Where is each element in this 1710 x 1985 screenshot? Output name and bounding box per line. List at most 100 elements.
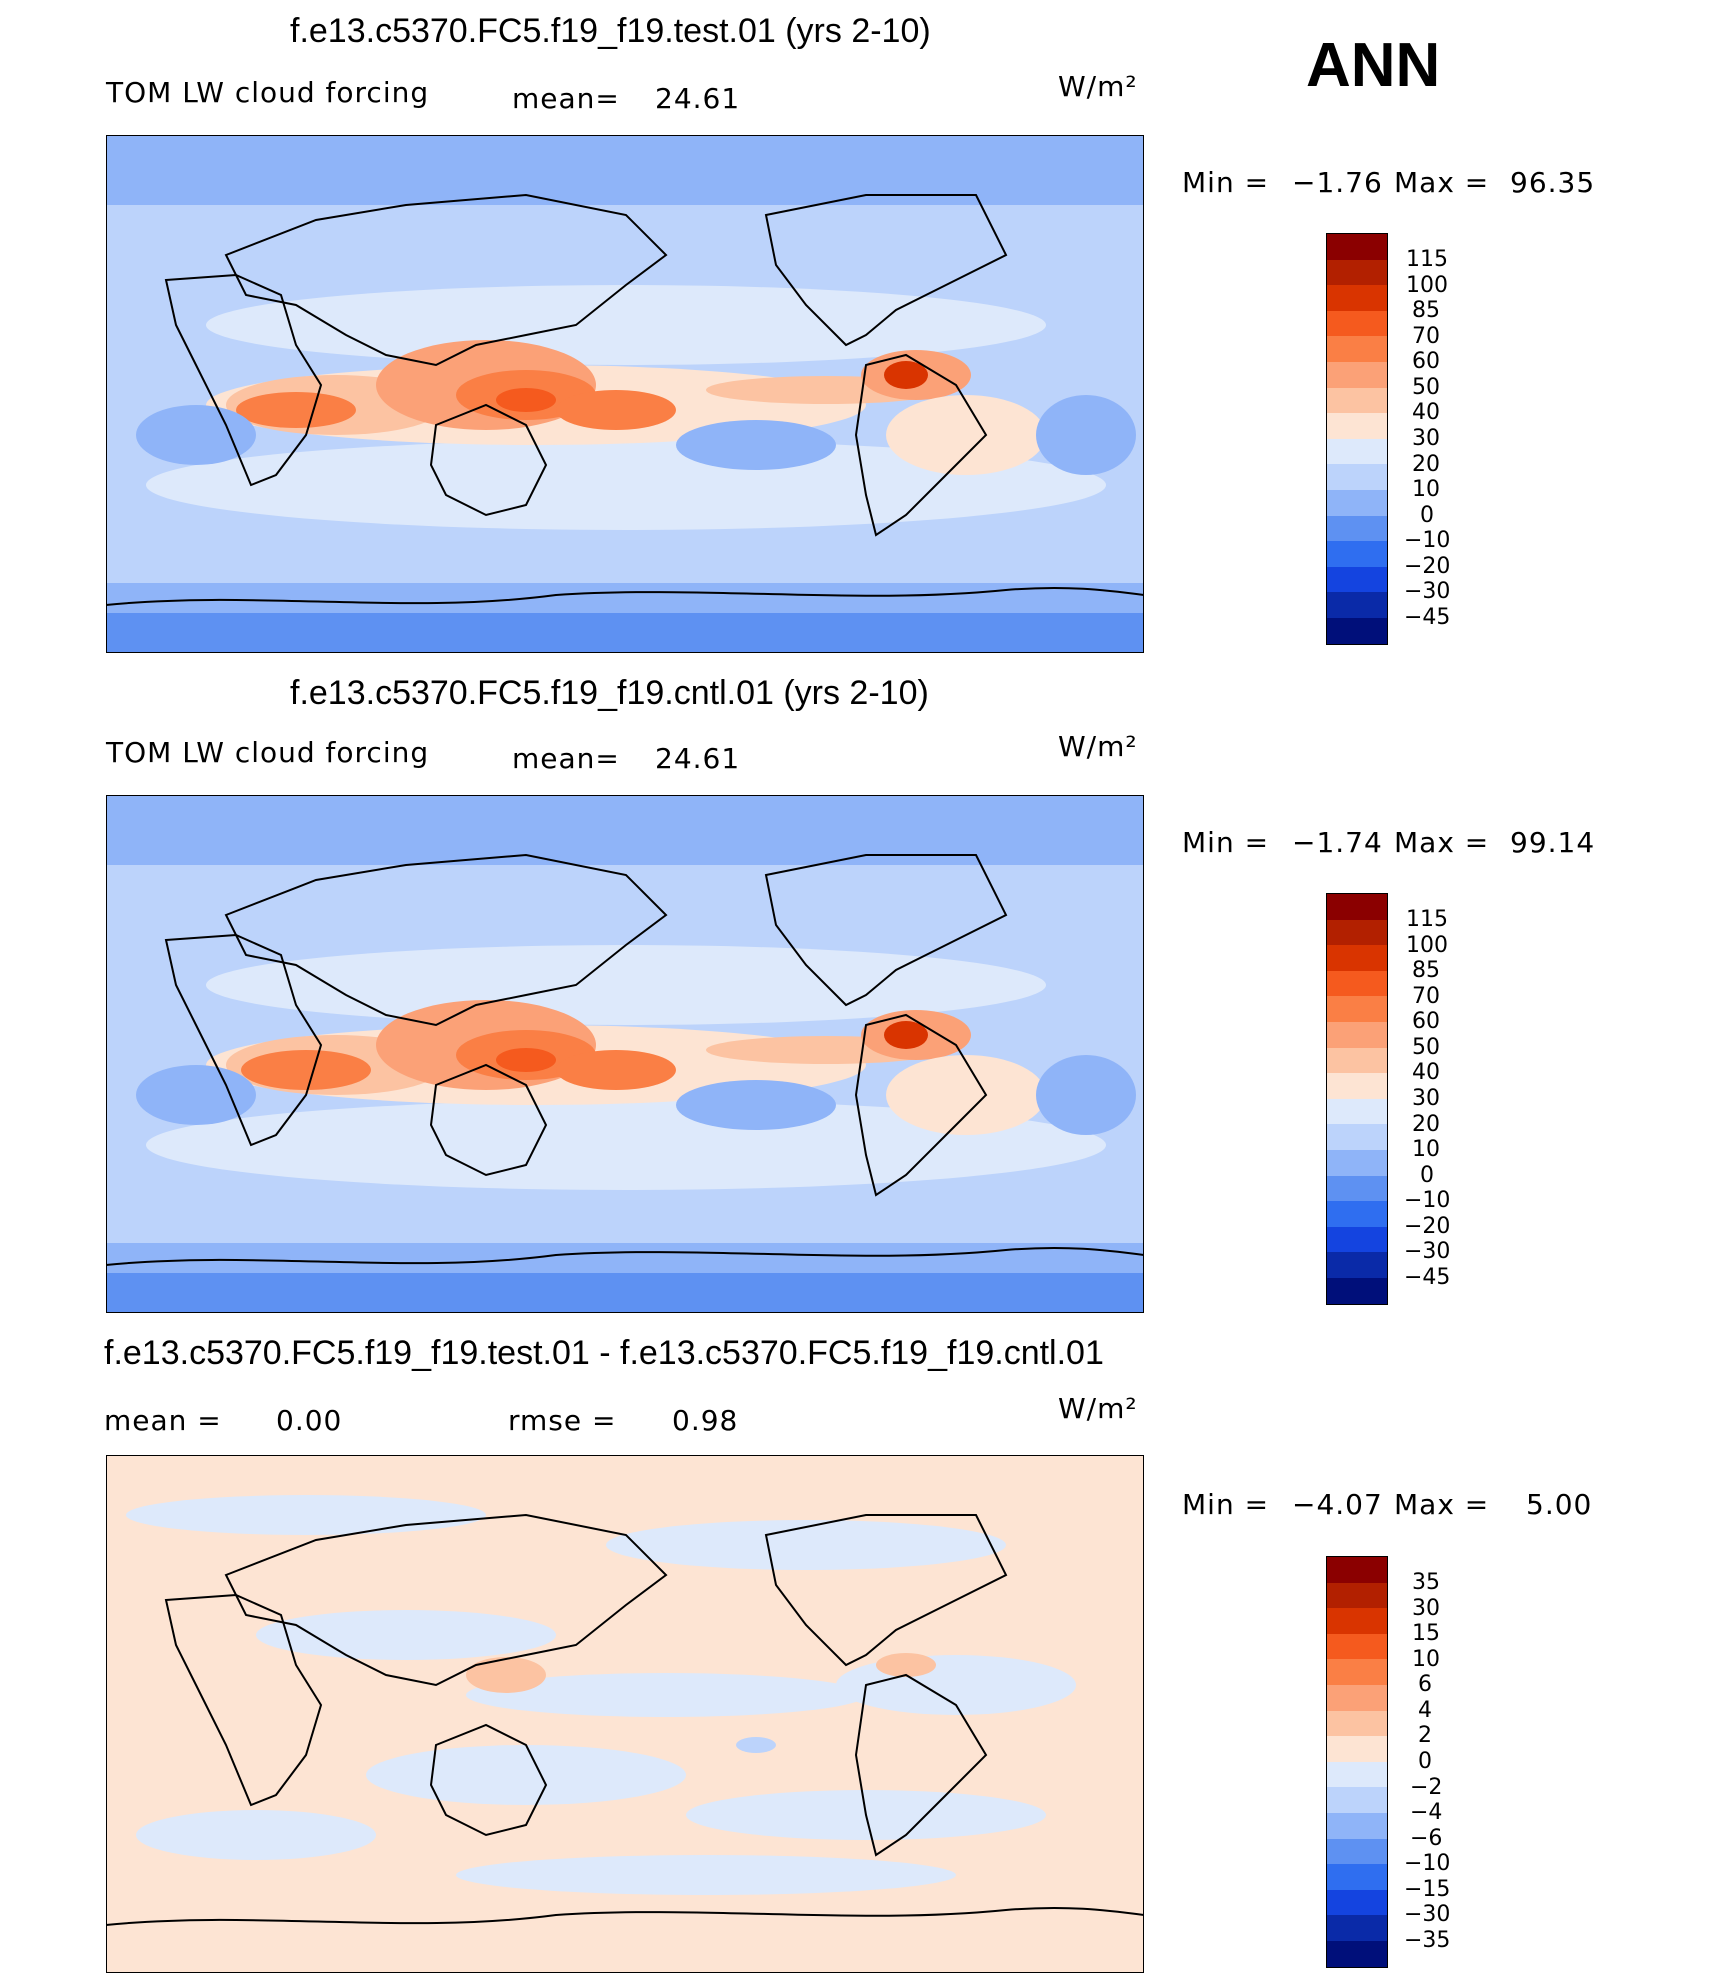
colorbar3-label: 2 [1418,1723,1432,1748]
colorbar3-swatch [1327,1659,1387,1685]
colorbar1-swatch [1327,259,1387,286]
colorbar3-label: −30 [1404,1902,1451,1927]
panel3-rmse-label: rmse = [508,1404,617,1437]
panel2-map [106,795,1144,1313]
panel2-max-label: Max = [1394,826,1490,859]
colorbar3-swatch [1327,1557,1387,1583]
panel3-mean-label: mean = [104,1404,222,1437]
colorbar3-label: 30 [1412,1596,1440,1621]
colorbar2-swatch [1327,894,1387,920]
panel1-title: f.e13.c5370.FC5.f19_f19.test.01 (yrs 2-1… [290,12,931,50]
colorbar1-label: 60 [1412,349,1440,374]
panel3-mean-value: 0.00 [276,1404,343,1437]
colorbar1-label: −45 [1404,605,1451,630]
panel1-max-label: Max = [1394,166,1490,199]
colorbar2-swatch [1327,1098,1387,1125]
panel1-colorbar [1326,233,1388,645]
colorbar1-label: 20 [1412,452,1440,477]
colorbar1-swatch [1327,387,1387,414]
colorbar1-label: 115 [1406,247,1448,272]
colorbar1-label: 40 [1412,400,1440,425]
colorbar3-swatch [1327,1761,1387,1788]
colorbar2-swatch [1327,1073,1387,1099]
colorbar1-swatch [1327,541,1387,567]
colorbar2-swatch [1327,1124,1387,1150]
colorbar2-swatch [1327,1047,1387,1074]
panel2-max-value: 99.14 [1510,826,1596,859]
colorbar1-label: −20 [1404,554,1451,579]
panel1-variable-label: TOM LW cloud forcing [106,76,430,109]
panel3-min-value: −4.07 [1292,1488,1383,1521]
colorbar1-swatch [1327,592,1387,618]
colorbar3-swatch [1327,1684,1387,1711]
colorbar2-label: 0 [1420,1163,1434,1188]
colorbar1-swatch [1327,361,1387,388]
colorbar3-label: −35 [1404,1928,1451,1953]
colorbar2-swatch [1327,1226,1387,1253]
panel2-min-value: −1.74 [1292,826,1383,859]
colorbar1-swatch [1327,310,1387,337]
colorbar3-label: 10 [1412,1647,1440,1672]
colorbar3-label: 15 [1412,1621,1440,1646]
colorbar1-label: 85 [1412,298,1440,323]
colorbar3-swatch [1327,1710,1387,1737]
colorbar2-swatch [1327,1175,1387,1202]
colorbar2-label: 50 [1412,1035,1440,1060]
panel3-rmse-value: 0.98 [672,1404,739,1437]
colorbar1-swatch [1327,438,1387,465]
colorbar1-label: −10 [1404,528,1451,553]
panel2-title: f.e13.c5370.FC5.f19_f19.cntl.01 (yrs 2-1… [290,674,929,712]
colorbar1-label: 30 [1412,426,1440,451]
colorbar3-swatch [1327,1838,1387,1865]
panel1-map [106,135,1144,653]
colorbar1-label: −30 [1404,579,1451,604]
season-label: ANN [1306,31,1441,100]
colorbar1-label: 50 [1412,375,1440,400]
panel3-colorbar [1326,1556,1388,1968]
panel3-map [106,1455,1144,1973]
colorbar3-label: −10 [1404,1851,1451,1876]
colorbar2-label: 20 [1412,1112,1440,1137]
colorbar2-swatch [1327,945,1387,971]
colorbar2-label: 115 [1406,907,1448,932]
colorbar2-label: 10 [1412,1137,1440,1162]
colorbar2-swatch [1327,1252,1387,1278]
colorbar2-label: 100 [1406,933,1448,958]
colorbar2-swatch [1327,1149,1387,1176]
colorbar1-swatch [1327,617,1387,644]
panel2-mean-value: 24.61 [655,742,741,775]
panel1-mean-value: 24.61 [655,82,741,115]
colorbar3-label: 0 [1418,1749,1432,1774]
colorbar2-swatch [1327,1201,1387,1227]
panel3-title: f.e13.c5370.FC5.f19_f19.test.01 - f.e13.… [104,1334,1104,1372]
colorbar2-label: −20 [1404,1214,1451,1239]
colorbar3-swatch [1327,1633,1387,1660]
colorbar3-swatch [1327,1940,1387,1967]
colorbar3-swatch [1327,1915,1387,1941]
colorbar3-swatch [1327,1812,1387,1839]
panel1-min-label: Min = [1182,166,1270,199]
colorbar1-swatch [1327,234,1387,260]
panel1-units: W/m² [1058,70,1138,103]
colorbar3-label: −15 [1404,1877,1451,1902]
colorbar3-swatch [1327,1864,1387,1890]
colorbar3-label: 6 [1418,1672,1432,1697]
colorbar1-swatch [1327,489,1387,516]
colorbar1-label: 70 [1412,324,1440,349]
colorbar1-swatch [1327,413,1387,439]
colorbar1-swatch [1327,336,1387,362]
colorbar3-label: 4 [1418,1698,1432,1723]
panel2-variable-label: TOM LW cloud forcing [106,736,430,769]
panel3-units: W/m² [1058,1392,1138,1425]
colorbar1-swatch [1327,464,1387,490]
panel2-mean-label: mean= [512,742,620,775]
colorbar2-label: −30 [1404,1239,1451,1264]
colorbar3-swatch [1327,1736,1387,1762]
colorbar2-label: −10 [1404,1188,1451,1213]
colorbar3-label: −6 [1410,1826,1443,1851]
colorbar2-label: 40 [1412,1060,1440,1085]
colorbar3-swatch [1327,1787,1387,1813]
colorbar1-label: 10 [1412,477,1440,502]
colorbar2-swatch [1327,919,1387,946]
colorbar2-label: 60 [1412,1009,1440,1034]
